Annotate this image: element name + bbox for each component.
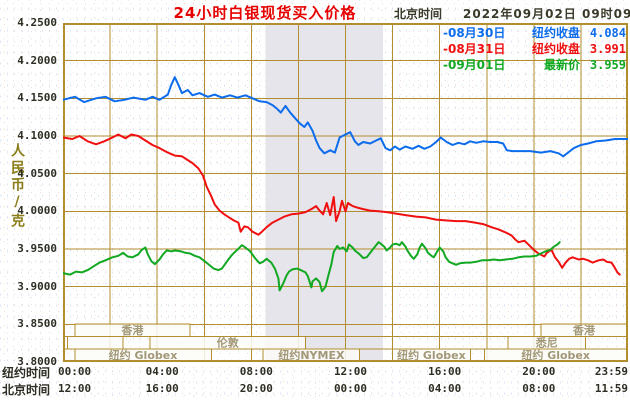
y-axis-tick: 4.1500 bbox=[17, 91, 57, 105]
plot-border bbox=[63, 23, 628, 362]
session-label: 纽约 Globex bbox=[521, 348, 590, 362]
y-axis-tick: 4.0500 bbox=[17, 166, 57, 180]
x-axis-tick: 20:00 bbox=[239, 382, 273, 395]
legend-item: -09月01日 最新价 3.959 bbox=[443, 57, 626, 73]
price-line-08月31日 bbox=[63, 133, 621, 276]
legend-val: 3.959 bbox=[589, 58, 626, 72]
session-label: 香港 bbox=[120, 323, 144, 337]
session-label: 伦敦 bbox=[217, 336, 240, 350]
session-box bbox=[149, 336, 306, 350]
y-axis-tick: 4.0000 bbox=[17, 204, 57, 218]
session-label: 纽约NYMEX bbox=[278, 348, 345, 362]
x-axis-tick: 16:00 bbox=[428, 365, 462, 378]
legend-item: -08月31日 纽约收盘 3.991 bbox=[443, 41, 626, 57]
beijing-time-label: 北京时间 bbox=[394, 7, 443, 21]
legend-desc: 纽约收盘 bbox=[531, 42, 580, 56]
y-axis-unit-label: 人民币/克 bbox=[9, 143, 25, 230]
y-axis-tick: 4.1000 bbox=[17, 129, 57, 142]
session-label: 纽约 Globex bbox=[397, 348, 466, 362]
chart-legend: -08月30日 纽约收盘 4.084 -08月31日 纽约收盘 3.991 -09月01日最… bbox=[443, 25, 626, 73]
x-axis-tick: 12:00 bbox=[58, 382, 92, 395]
legend-val: 4.084 bbox=[589, 26, 626, 40]
beijing-time-axis-label: 北京时间 bbox=[2, 383, 51, 397]
x-axis-tick: 08:00 bbox=[239, 365, 273, 378]
page-title: 24小时白银现货买入价格 bbox=[173, 4, 357, 22]
x-axis-tick: 04:00 bbox=[145, 365, 179, 378]
x-axis-tick: 00:00 bbox=[58, 365, 92, 378]
x-axis-tick: 23:59 bbox=[594, 365, 628, 378]
y-axis-tick: 3.8500 bbox=[17, 317, 57, 331]
y-axis-tick: 3.8000 bbox=[17, 355, 57, 368]
price-line-09月01日 bbox=[63, 241, 561, 293]
legend-date: -08月30日 bbox=[443, 26, 506, 40]
header-datetime: 2022年09月02日 09时09分 bbox=[463, 7, 630, 21]
legend-desc: 最新价 bbox=[543, 58, 580, 72]
legend-item: -08月30日 纽约收盘 4.084 bbox=[443, 25, 626, 41]
legend-val: 3.991 bbox=[589, 42, 626, 56]
x-axis-tick: 16:00 bbox=[145, 382, 179, 395]
session-box bbox=[67, 336, 124, 350]
session-box bbox=[74, 323, 191, 337]
x-axis-tick: 04:00 bbox=[428, 382, 462, 395]
session-highlight-band bbox=[265, 23, 384, 362]
x-axis-tick: 00:00 bbox=[333, 382, 368, 395]
y-axis-tick: 4.2000 bbox=[17, 53, 57, 67]
legend-date: -08月31日 bbox=[443, 42, 506, 56]
session-label: 纽约 Globex bbox=[109, 348, 178, 362]
y-axis-tick: 3.9000 bbox=[17, 279, 57, 293]
y-axis-tick: 3.9500 bbox=[17, 242, 57, 255]
ny-time-axis-label: 纽约时间 bbox=[2, 366, 51, 380]
y-axis-tick: 4.2500 bbox=[17, 16, 57, 29]
x-axis-tick: 11:59 bbox=[594, 382, 628, 395]
x-axis-tick: 12:00 bbox=[333, 365, 368, 378]
legend-date: -09月01日 bbox=[443, 58, 506, 72]
x-axis-tick: 08:00 bbox=[522, 382, 556, 395]
price-line-08月30日 bbox=[63, 76, 628, 158]
session-label: 香港 bbox=[572, 323, 596, 337]
x-axis-tick: 20:00 bbox=[522, 365, 556, 378]
session-label: 悉尼 bbox=[535, 336, 558, 350]
legend-desc: 纽约收盘 bbox=[531, 26, 580, 40]
